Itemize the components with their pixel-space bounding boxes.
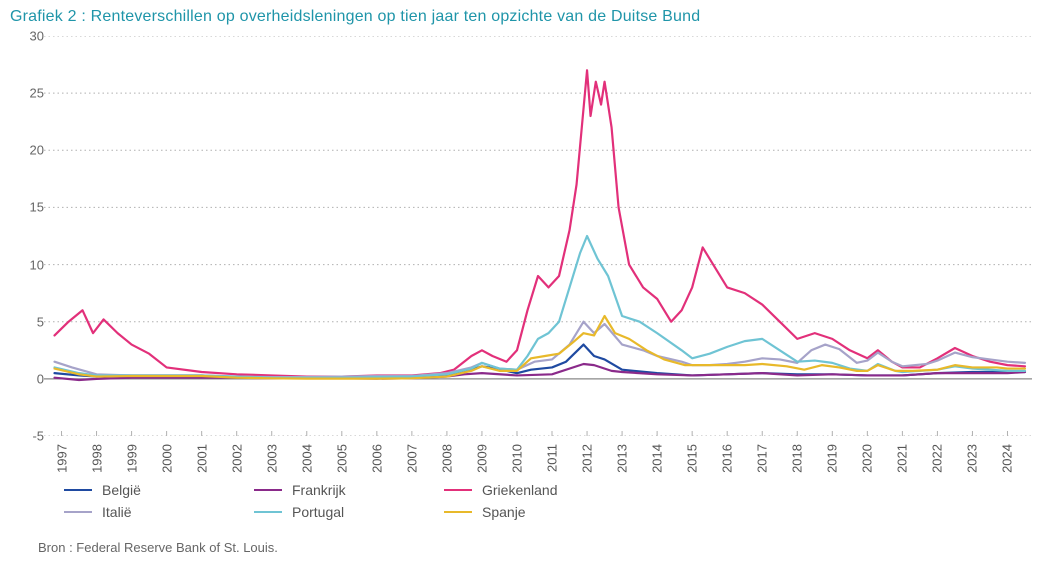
- x-tick-label: 2020: [860, 444, 875, 473]
- y-tick-label: 25: [14, 86, 44, 101]
- legend-label: Frankrijk: [292, 482, 346, 498]
- x-tick-label: 2017: [755, 444, 770, 473]
- y-tick-label: 15: [14, 200, 44, 215]
- legend-label: Italië: [102, 504, 132, 520]
- legend-item: Italië: [64, 504, 214, 520]
- x-tick-label: 2015: [685, 444, 700, 473]
- y-tick-label: 5: [14, 314, 44, 329]
- x-tick-label: 2016: [720, 444, 735, 473]
- legend-label: Spanje: [482, 504, 526, 520]
- x-axis-ticks: 1997 1998 1999 2000 2001 2002 2003 2004 2005 2006…: [44, 436, 1032, 486]
- x-tick-label: 2012: [580, 444, 595, 473]
- x-tick-label: 1999: [124, 444, 139, 473]
- x-tick-label: 2014: [650, 444, 665, 473]
- x-tick-label: 2004: [299, 444, 314, 473]
- plot-area: -5051015202530 1997199819992000200120022…: [10, 36, 1030, 436]
- legend-item: Griekenland: [444, 482, 594, 498]
- x-tick-label: 2008: [439, 444, 454, 473]
- x-tick-label: 1998: [89, 444, 104, 473]
- y-tick-label: -5: [14, 429, 44, 444]
- x-tick-label: 2024: [1000, 444, 1015, 473]
- legend-swatch: [444, 489, 472, 491]
- x-tick-label: 2019: [825, 444, 840, 473]
- x-tick-label: 2006: [369, 444, 384, 473]
- x-tick-label: 2003: [264, 444, 279, 473]
- legend-item: Spanje: [444, 504, 594, 520]
- legend: België Frankrijk Griekenland Italië Portugal…: [64, 482, 634, 526]
- legend-item: Portugal: [254, 504, 404, 520]
- x-tick-label: 2000: [159, 444, 174, 473]
- y-tick-label: 10: [14, 257, 44, 272]
- x-tick-label: 2007: [404, 444, 419, 473]
- legend-item: Frankrijk: [254, 482, 404, 498]
- x-tick-label: 2022: [930, 444, 945, 473]
- series-griekenland: [55, 70, 1025, 376]
- legend-label: Portugal: [292, 504, 344, 520]
- chart-title: Grafiek 2 : Renteverschillen op overheid…: [10, 8, 1030, 26]
- x-tick-label: 2013: [615, 444, 630, 473]
- legend-swatch: [254, 489, 282, 491]
- y-tick-label: 30: [14, 29, 44, 44]
- x-tick-label: 2009: [474, 444, 489, 473]
- legend-label: België: [102, 482, 141, 498]
- legend-item: België: [64, 482, 214, 498]
- x-tick-label: 2023: [965, 444, 980, 473]
- x-tick-label: 2005: [334, 444, 349, 473]
- x-tick-label: 2021: [895, 444, 910, 473]
- y-axis-ticks: -5051015202530: [10, 36, 44, 436]
- plot-svg: [44, 36, 1032, 436]
- y-tick-label: 0: [14, 371, 44, 386]
- chart-container: Grafiek 2 : Renteverschillen op overheid…: [0, 0, 1040, 585]
- x-tick-label: 1997: [54, 444, 69, 473]
- legend-swatch: [64, 489, 92, 491]
- legend-label: Griekenland: [482, 482, 558, 498]
- x-tick-label: 2001: [194, 444, 209, 473]
- chart-source: Bron : Federal Reserve Bank of St. Louis…: [38, 540, 278, 555]
- x-tick-label: 2011: [545, 444, 560, 472]
- x-tick-label: 2002: [229, 444, 244, 473]
- x-tick-label: 2018: [790, 444, 805, 473]
- y-tick-label: 20: [14, 143, 44, 158]
- x-tick-label: 2010: [509, 444, 524, 473]
- legend-swatch: [64, 511, 92, 513]
- legend-swatch: [254, 511, 282, 513]
- legend-swatch: [444, 511, 472, 513]
